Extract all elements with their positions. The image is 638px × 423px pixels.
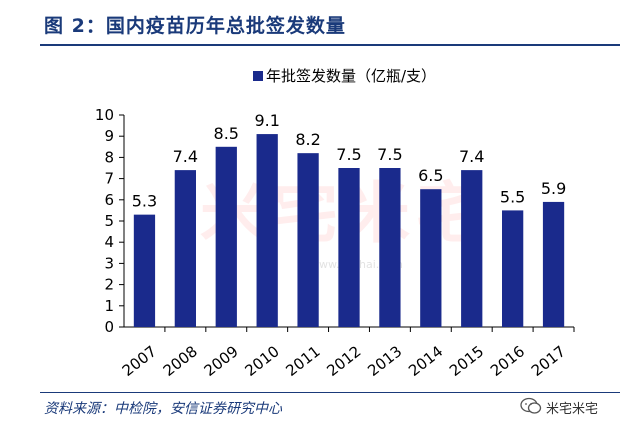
source-note: 资料来源：中检院，安信证券研究中心 xyxy=(44,401,282,417)
bar-2017 xyxy=(542,201,565,327)
y-tick-label: 7 xyxy=(104,170,114,188)
data-label-2011: 8.2 xyxy=(295,130,320,149)
y-axis: 0 1 2 3 4 5 6 7 8 9 10 xyxy=(95,106,125,336)
watermark-text: 米宅米宅 xyxy=(546,402,599,417)
bar-2008 xyxy=(174,170,196,327)
y-tick-label: 1 xyxy=(104,297,114,315)
bar-2007 xyxy=(133,214,156,327)
x-tick-label: 2016 xyxy=(487,342,528,380)
bar-2016 xyxy=(502,210,524,327)
data-label-2014: 6.5 xyxy=(418,166,443,185)
x-tick-label: 2013 xyxy=(364,342,405,380)
bar-2015 xyxy=(461,170,483,327)
y-tick-label: 5 xyxy=(104,212,114,230)
bar-2014 xyxy=(420,189,442,327)
y-tick-label: 0 xyxy=(104,318,114,336)
x-axis: 2007 2008 2009 2010 2011 2012 2013 2014 2015 2016… xyxy=(119,326,575,380)
data-label-2007: 5.3 xyxy=(132,192,157,211)
source-divider xyxy=(40,392,620,393)
wechat-watermark: 米宅米宅 xyxy=(520,396,638,418)
wechat-icon xyxy=(520,397,542,414)
y-tick-label: 3 xyxy=(104,254,114,272)
data-label-2008: 7.4 xyxy=(173,147,198,166)
x-tick-label: 2009 xyxy=(201,342,242,380)
legend-swatch xyxy=(253,71,263,81)
y-tick-label: 2 xyxy=(104,276,114,294)
x-tick-label: 2015 xyxy=(446,342,487,380)
x-tick-label: 2011 xyxy=(282,342,323,380)
data-label-2012: 7.5 xyxy=(336,145,361,164)
legend-label: 年批签发数量（亿瓶/支） xyxy=(266,67,436,85)
x-tick-label: 2008 xyxy=(160,342,201,380)
bars xyxy=(133,134,565,327)
x-tick-label: 2010 xyxy=(242,342,283,380)
bar-2013 xyxy=(379,168,401,327)
data-label-2016: 5.5 xyxy=(500,187,525,206)
bar-2012 xyxy=(338,168,360,327)
y-tick-label: 8 xyxy=(104,148,114,166)
data-label-2010: 9.1 xyxy=(254,111,279,130)
y-tick-label: 6 xyxy=(104,191,114,209)
y-tick-label: 4 xyxy=(104,233,114,251)
x-tick-label: 2017 xyxy=(528,342,569,380)
data-label-2013: 7.5 xyxy=(377,145,402,164)
y-tick-label: 10 xyxy=(95,106,114,124)
bar-2010 xyxy=(256,134,278,327)
data-labels: 5.3 7.4 8.5 9.1 8.2 7.5 7.5 6.5 7.4 5.5 5.9 xyxy=(132,111,567,211)
data-label-2017: 5.9 xyxy=(541,179,566,198)
bar-2009 xyxy=(215,146,237,327)
bar-2011 xyxy=(297,153,319,327)
data-label-2015: 7.4 xyxy=(459,147,484,166)
x-tick-label: 2012 xyxy=(323,342,364,380)
x-tick-label: 2007 xyxy=(119,342,160,380)
chart-legend: 年批签发数量（亿瓶/支） xyxy=(253,67,436,85)
x-tick-label: 2014 xyxy=(405,342,446,380)
y-tick-label: 9 xyxy=(104,127,114,145)
data-label-2009: 8.5 xyxy=(214,124,239,143)
title-bar: 图 2：国内疫苗历年总批签发数量 xyxy=(0,0,638,46)
chart-title: 图 2：国内疫苗历年总批签发数量 xyxy=(44,15,346,37)
title-divider xyxy=(40,44,620,46)
